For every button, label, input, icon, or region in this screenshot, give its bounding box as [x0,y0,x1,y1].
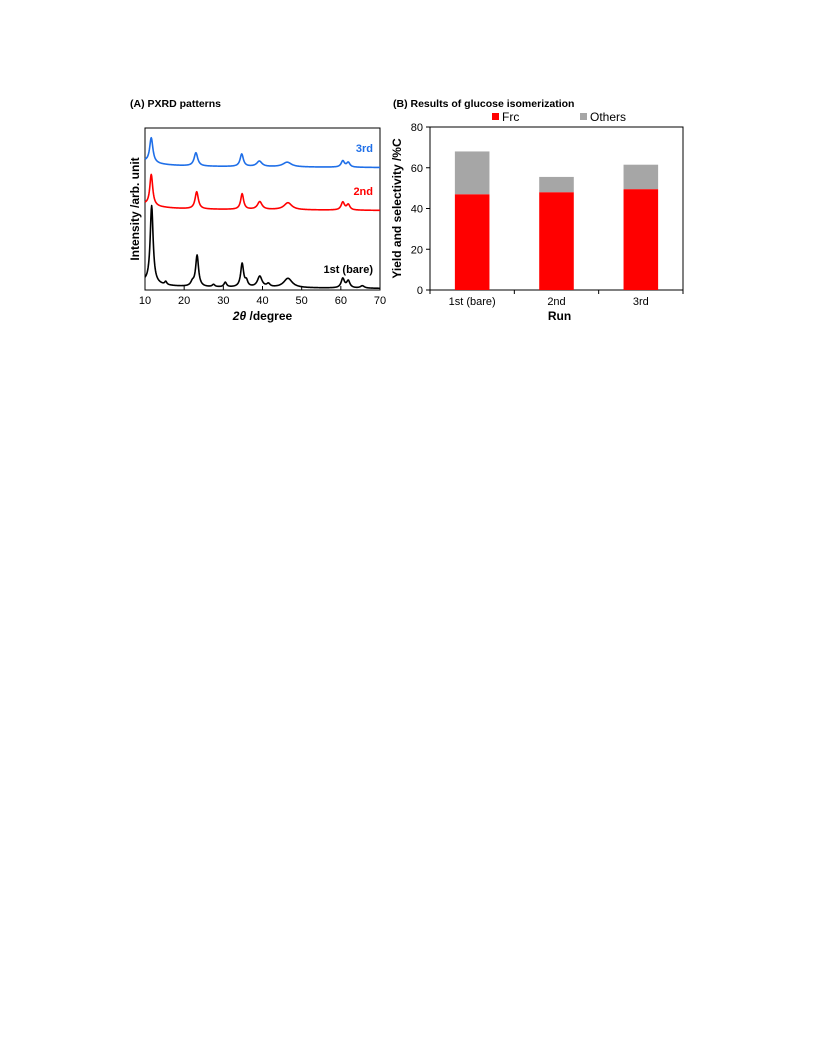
bar-segment [623,189,659,290]
bar-segment [539,192,574,290]
y-tick-label: 40 [411,204,423,216]
x-axis-label: 2θ /degree [232,309,293,323]
x-axis-label: Run [548,309,571,323]
pxrd-series-line [144,173,381,212]
y-tick-label: 60 [411,163,423,175]
y-axis-label: Yield and selectivity /%C [390,138,404,279]
y-axis-label: Intensity /arb. unit [128,157,142,260]
pxrd-series-label: 1st (bare) [323,264,373,276]
bar-segment [539,176,574,193]
x-tick-label: 10 [139,295,151,307]
pxrd-series-label: 3rd [356,143,373,155]
panel-b-title: (B) Results of glucose isomerization [393,98,574,110]
x-category-label: 1st (bare) [449,296,496,308]
x-axis-unit: /degree [246,309,292,323]
bar-segment [454,151,490,195]
bar-segment [454,194,490,290]
pxrd-series-line [144,204,381,290]
pxrd-chart-panel: (A) PXRD patterns 10 20 30 40 50 60 70 2θ /degre… [125,95,390,340]
pxrd-chart: (A) PXRD patterns 10 20 30 40 50 60 70 2θ /degre… [128,98,386,323]
y-tick-label: 80 [411,122,423,134]
y-tick-label: 0 [417,285,423,297]
x-category-label: 2nd [547,296,565,308]
x-tick-label: 20 [178,295,190,307]
x-tick-label: 50 [296,295,308,307]
x-tick-label: 70 [374,295,386,307]
panel-a-title: (A) PXRD patterns [130,98,221,110]
x-tick-label: 30 [217,295,229,307]
x-category-label: 3rd [633,296,649,308]
x-axis-symbol: 2θ [232,309,247,323]
legend-label: Frc [502,110,519,124]
legend-label: Others [590,110,626,124]
y-tick-label: 20 [411,244,423,256]
legend-swatch [580,113,587,120]
x-tick-label: 40 [256,295,268,307]
legend-swatch [492,113,499,120]
isomerization-chart-panel: (B) Results of glucose isomerization Frc O… [388,95,693,340]
pxrd-series-label: 2nd [353,186,373,198]
x-tick-label: 60 [335,295,347,307]
pxrd-series-line [144,136,381,169]
bar-segment [623,164,659,190]
